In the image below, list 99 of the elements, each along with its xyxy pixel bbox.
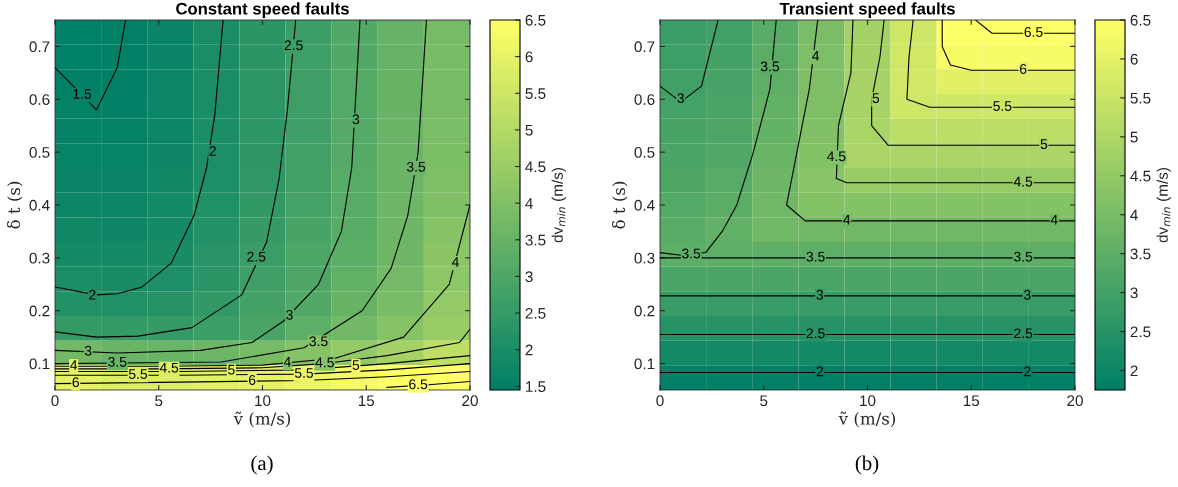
y-tick-label: 0.7 [29,41,50,53]
color-bar-label: 5.5 [1130,92,1151,104]
y-axis-title: δ t (s) [612,181,628,229]
y-tick-label: 0.3 [634,252,655,264]
annotation: 2 [1024,366,1031,377]
annotation: 2.5 [1014,328,1033,339]
annotation: 6 [72,377,79,388]
x-tick-label: 10 [860,395,876,407]
color-bar-label: 6 [1130,53,1138,65]
color-bar-label: 5.5 [525,88,546,99]
y-tick-label: 0.6 [634,94,655,105]
x-tick-label: 15 [358,395,375,407]
annotation: 4.5 [827,151,846,162]
text: (a) [251,455,273,475]
y-tick-label: 0.4 [634,199,655,211]
text: (b) [855,455,879,475]
color-bar-label: 2.5 [1130,326,1151,338]
y-tick-label: 0.7 [634,41,655,53]
annotation: 5.5 [294,368,314,378]
annotation: 3.5 [1014,251,1033,262]
y-tick-label: 0.5 [634,147,655,158]
x-tick-label: 20 [1067,395,1083,407]
color-bar-label: 4.5 [1130,170,1151,182]
annotation: 2.5 [806,328,825,339]
y-tick-label: 0.1 [634,358,655,370]
annotation: 3 [286,309,293,320]
x-tick-label: 20 [462,395,478,407]
color-bar-label: 2 [525,344,533,356]
y-tick-label: 0.4 [29,199,50,211]
x-axis-title: ṽ (m/s) [233,411,291,428]
color-bar-label: 4 [1130,209,1138,221]
x-tick-label: 10 [255,395,271,407]
annotation: 6.5 [1024,27,1043,37]
annotation: 5 [1040,139,1048,149]
x-tick-label: 5 [155,395,163,407]
annotation: 3.5 [406,161,426,172]
annotation: 4.5 [159,362,179,373]
color-bar-label: 1.5 [526,381,546,393]
annotation: 2 [209,146,216,156]
color-bar-label: 2 [1130,365,1138,377]
annotation: 3 [677,93,684,104]
color-bar-title: dv$_{min}$ (m/s) [1156,168,1171,243]
color-bar-label: 5 [1130,131,1138,143]
annotation: 3 [816,289,824,300]
annotation: 3.5 [806,251,825,262]
annotation: 6 [248,375,256,385]
annotation: 2.5 [284,40,303,51]
color-bar-label: 3.5 [1130,248,1151,260]
annotation: 5 [228,364,235,375]
annotation: 3.5 [108,356,127,367]
annotation: 4 [70,360,78,370]
x-tick-label: 0 [656,395,664,407]
annotation: 4 [283,357,291,367]
x-axis-title: ṽ (m/s) [838,411,896,428]
annotation: 6 [1019,64,1027,74]
annotation: 5.5 [128,369,148,379]
x-tick-label: 5 [760,395,768,407]
y-tick-label: 0.2 [29,305,50,317]
color-bar-label: 2.5 [525,307,546,319]
color-bar-label: 6.5 [1130,14,1151,26]
y-tick-label: 0.1 [29,358,50,370]
annotation: 3.5 [682,248,701,259]
color-bar-label: 4.5 [525,161,546,173]
y-tick-label: 0.6 [29,94,50,105]
annotation: 5 [872,93,880,104]
color-bar-label: 6 [525,51,533,63]
annotation: 2 [816,366,823,377]
annotation: 3 [1023,289,1031,300]
annotation: 3.5 [309,336,328,347]
color-bar-label: 6.5 [525,14,546,26]
color-bar-label: 3 [525,271,533,283]
annotation: 3 [84,345,92,356]
chart-title: Transient speed faults [779,2,955,18]
annotation: 6.5 [409,379,428,390]
annotation: 4.5 [315,357,334,368]
y-axis-title: δ t (s) [7,181,23,229]
annotation: 4 [812,51,820,61]
color-bar-label: 3.5 [525,234,546,246]
annotation: 4.5 [1013,176,1033,187]
y-tick-label: 0.5 [29,147,50,158]
chart-title: Constant speed faults [176,2,349,18]
y-tick-label: 0.2 [634,305,655,317]
color-bar-label: 4 [525,198,533,209]
color-bar-label: 5 [525,124,533,136]
annotation: 2.5 [247,251,266,262]
annotation: 3.5 [760,61,780,72]
annotation: 3 [352,114,360,125]
annotation: 5 [352,360,360,370]
annotation: 1.5 [73,89,92,99]
annotation: 4 [451,257,459,267]
x-tick-label: 0 [51,395,59,407]
annotation: 4 [843,214,851,225]
annotation: 5.5 [993,101,1012,111]
color-bar-label: 3 [1130,287,1138,299]
annotation: 4 [1050,214,1058,225]
y-tick-label: 0.3 [29,252,50,264]
color-bar-title: dv$_{min}$ (m/s) [551,168,566,243]
annotation: 2 [89,289,96,300]
x-tick-label: 15 [963,395,980,407]
